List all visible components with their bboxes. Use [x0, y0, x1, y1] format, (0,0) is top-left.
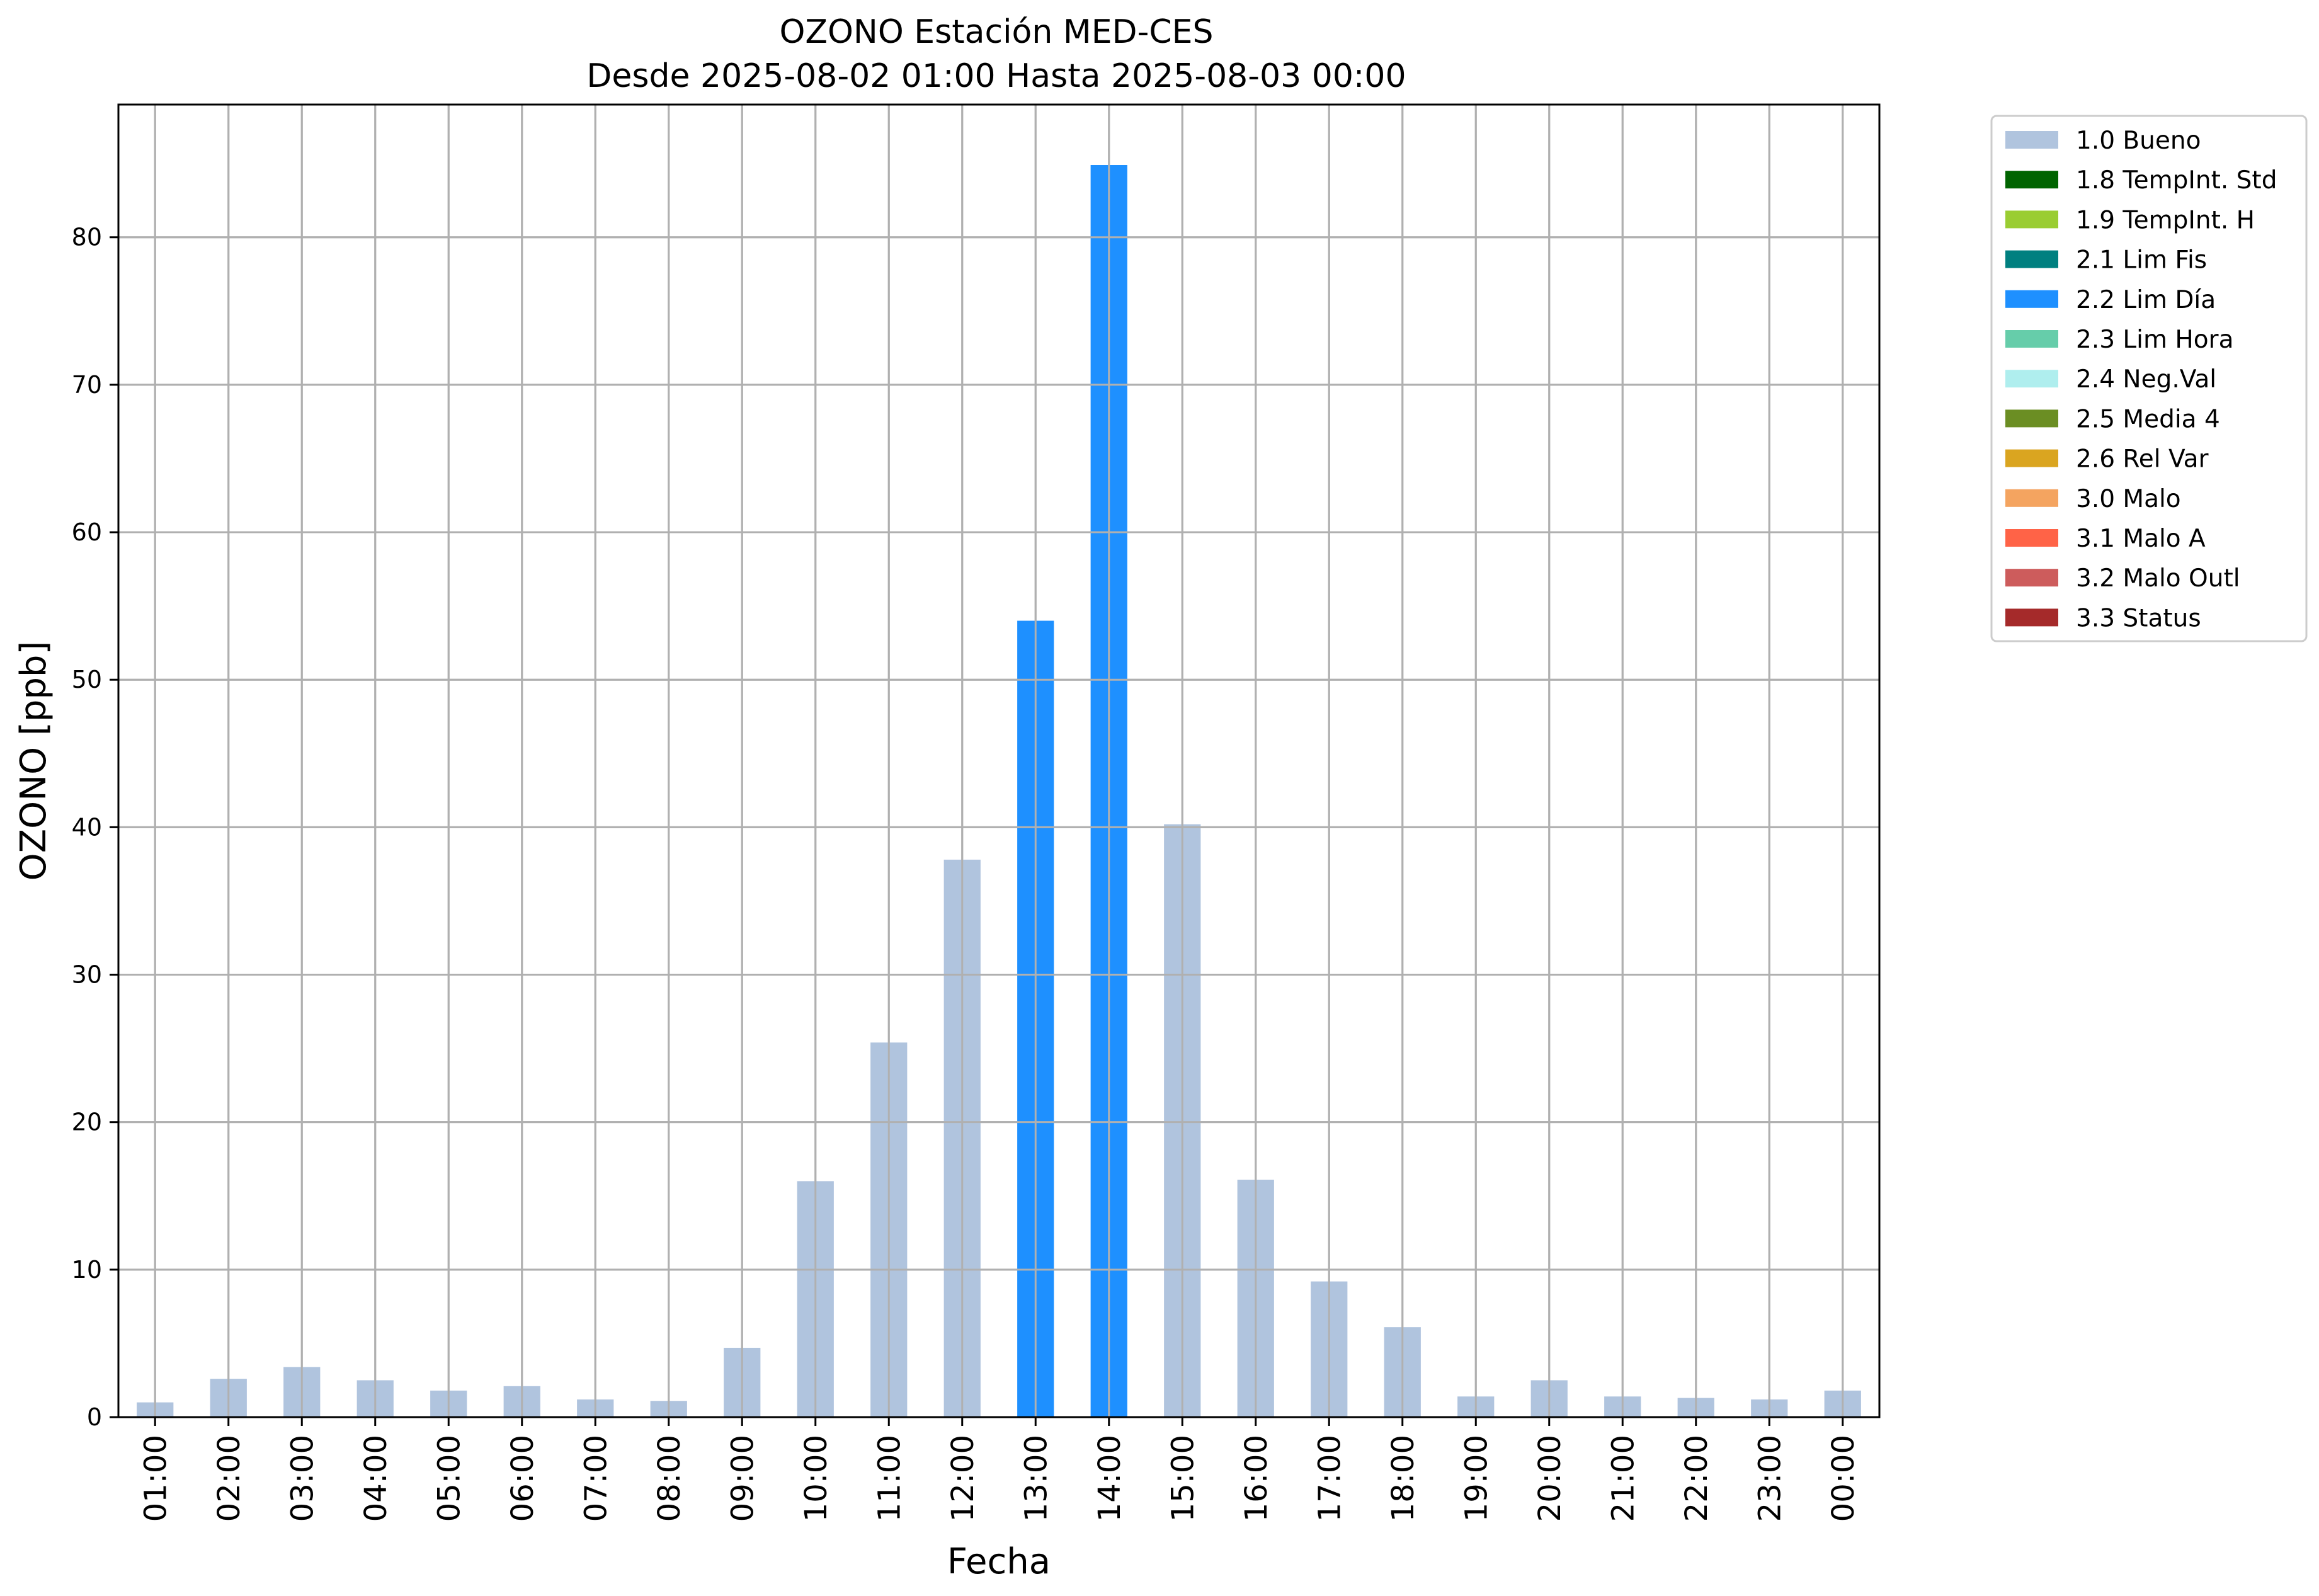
- legend-label: 3.0 Malo: [2076, 485, 2181, 513]
- bars-group: [118, 105, 1879, 1418]
- legend-label: 1.0 Bueno: [2076, 127, 2201, 155]
- y-tick-label: 60: [72, 518, 102, 546]
- x-tick-label: 06:00: [505, 1435, 540, 1522]
- x-tick-label: 09:00: [725, 1435, 760, 1522]
- y-axis-label: OZONO [ppb]: [13, 641, 54, 881]
- x-tick-label: 23:00: [1752, 1435, 1787, 1522]
- legend-label: 1.9 TempInt. H: [2076, 206, 2255, 234]
- x-tick-label: 05:00: [431, 1435, 467, 1522]
- legend: 1.0 Bueno 1.8 TempInt. Std 1.9 TempInt. H 2…: [1990, 115, 2308, 642]
- legend-swatch: [2005, 330, 2058, 348]
- legend-swatch: [2005, 370, 2058, 388]
- x-tick-label: 04:00: [358, 1435, 394, 1522]
- y-tick-label: 10: [72, 1256, 102, 1284]
- legend-swatch: [2005, 608, 2058, 627]
- y-tick-label: 70: [72, 371, 102, 399]
- y-tick-label: 20: [72, 1109, 102, 1136]
- legend-swatch: [2005, 171, 2058, 189]
- x-tick-label: 07:00: [578, 1435, 613, 1522]
- legend-swatch: [2005, 569, 2058, 587]
- y-tick-label: 30: [72, 961, 102, 989]
- x-tick-label: 15:00: [1165, 1435, 1200, 1522]
- legend-label: 2.3 Lim Hora: [2076, 326, 2234, 354]
- legend-label: 2.1 Lim Fis: [2076, 246, 2207, 275]
- legend-label: 2.6 Rel Var: [2076, 445, 2209, 474]
- legend-swatch: [2005, 250, 2058, 268]
- x-tick-label: 21:00: [1605, 1435, 1641, 1522]
- legend-swatch: [2005, 449, 2058, 467]
- legend-label: 3.2 Malo Outl: [2076, 564, 2240, 593]
- x-tick-label: 12:00: [945, 1435, 981, 1522]
- legend-label: 3.1 Malo A: [2076, 525, 2206, 553]
- x-tick-label: 00:00: [1826, 1435, 1861, 1522]
- y-tick-label: 50: [72, 666, 102, 693]
- legend-swatch: [2005, 489, 2058, 507]
- legend-swatch: [2005, 529, 2058, 547]
- x-tick-label: 02:00: [212, 1435, 247, 1522]
- x-tick-label: 19:00: [1459, 1435, 1494, 1522]
- x-tick-label: 22:00: [1679, 1435, 1714, 1522]
- x-tick-label: 16:00: [1239, 1435, 1274, 1522]
- legend-swatch: [2005, 131, 2058, 149]
- legend-label: 3.3 Status: [2076, 604, 2201, 632]
- x-tick-label: 08:00: [652, 1435, 687, 1522]
- x-tick-label: 13:00: [1018, 1435, 1054, 1522]
- legend-swatch: [2005, 409, 2058, 428]
- x-tick-label: 14:00: [1092, 1435, 1127, 1522]
- x-tick-label: 10:00: [799, 1435, 834, 1522]
- legend-frame: [1990, 115, 2308, 642]
- y-tick-label: 40: [72, 813, 102, 841]
- x-tick-label: 17:00: [1312, 1435, 1347, 1522]
- legend-swatch: [2005, 290, 2058, 308]
- x-tick-label: 01:00: [138, 1435, 173, 1522]
- x-tick-label: 11:00: [872, 1435, 907, 1522]
- x-axis-label: Fecha: [947, 1541, 1051, 1582]
- legend-label: 1.8 TempInt. Std: [2076, 166, 2277, 195]
- x-tick-label: 20:00: [1532, 1435, 1568, 1522]
- legend-swatch: [2005, 210, 2058, 229]
- y-tick-label: 0: [87, 1403, 102, 1431]
- y-tick-label: 80: [72, 224, 102, 251]
- plot-frame: [117, 103, 1881, 1418]
- legend-label: 2.2 Lim Día: [2076, 286, 2216, 314]
- x-tick-label: 18:00: [1386, 1435, 1421, 1522]
- x-axis-ticks: 01:00 02:00 03:00 04:00 05:00 06:00 07:00 08:00…: [138, 1417, 1861, 1522]
- x-tick-label: 03:00: [285, 1435, 320, 1522]
- y-axis-ticks: 0 10 20 30 40 50 60 70 80: [72, 224, 118, 1431]
- chart-subtitle: Desde 2025-08-02 01:00 Hasta 2025-08-03 …: [586, 57, 1406, 95]
- legend-label: 2.4 Neg.Val: [2076, 365, 2216, 394]
- legend-label: 2.5 Media 4: [2076, 405, 2220, 433]
- chart-title: OZONO Estación MED-CES: [779, 13, 1213, 51]
